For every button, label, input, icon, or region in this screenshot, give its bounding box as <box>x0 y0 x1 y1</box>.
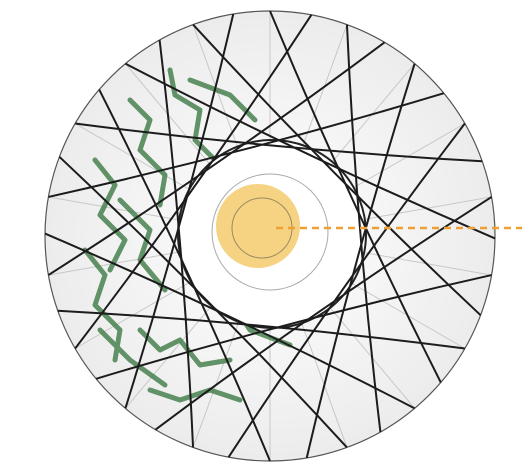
star-chord <box>57 309 465 350</box>
star-chord <box>48 92 445 198</box>
sun-disc <box>216 184 300 268</box>
star-chord <box>227 122 466 458</box>
inner-ring <box>211 173 329 291</box>
star-chord <box>192 23 482 316</box>
star-chord <box>95 274 492 380</box>
star-chord <box>47 41 386 276</box>
star-chord <box>98 89 271 462</box>
star-chord <box>305 63 416 459</box>
green-stroke <box>92 157 128 273</box>
star-chord <box>345 24 382 433</box>
star-chord <box>124 62 496 240</box>
star-chord <box>58 156 348 449</box>
star-chord <box>124 13 235 409</box>
star-chord <box>75 122 483 163</box>
star-chord <box>74 14 313 350</box>
green-stroke <box>97 327 168 388</box>
star-chord <box>158 39 195 448</box>
star-chord <box>269 10 442 383</box>
green-stroke <box>167 67 218 163</box>
green-stroke <box>147 387 243 403</box>
green-stroke <box>82 247 123 363</box>
green-stroke <box>117 197 168 293</box>
green-stroke <box>127 97 168 208</box>
green-stroke <box>137 327 233 368</box>
star-chord <box>44 232 416 410</box>
